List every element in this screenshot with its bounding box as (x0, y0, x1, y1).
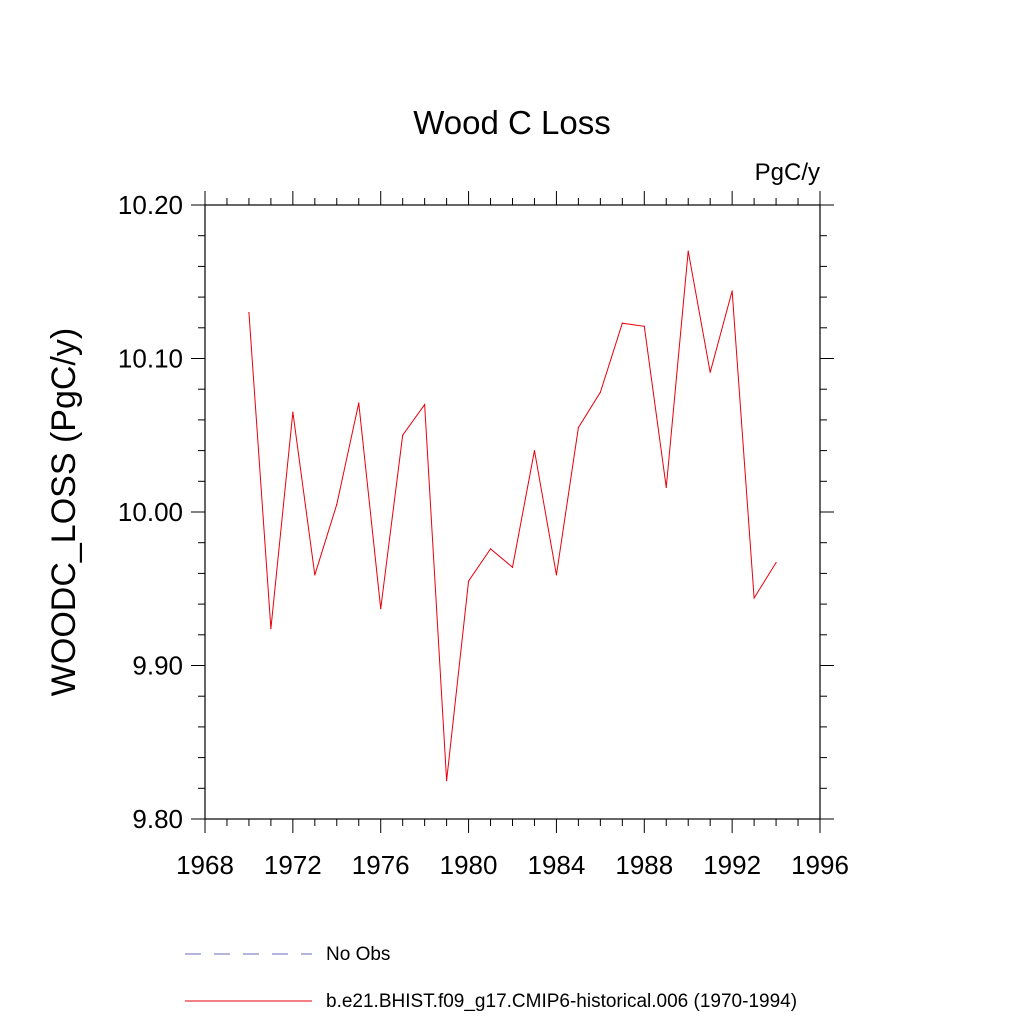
x-tick-label: 1972 (264, 850, 322, 880)
x-axis: 1968 1972 1976 1980 1984 1988 1992 1996 (176, 191, 849, 880)
y-axis: 9.80 9.90 10.00 10.10 10.20 (118, 190, 834, 834)
plot-frame (204, 204, 821, 820)
data-point (511, 566, 514, 568)
data-point (577, 426, 579, 429)
data-point (270, 628, 272, 630)
data-point (599, 391, 601, 393)
data-point (533, 450, 536, 452)
series-points (248, 250, 777, 782)
data-point (709, 371, 711, 373)
data-point (424, 403, 426, 406)
x-tick-label: 1992 (703, 850, 761, 880)
legend-label-model: b.e21.BHIST.f09_g17.CMIP6-historical.006… (326, 991, 797, 1012)
legend-label-no-obs: No Obs (326, 944, 390, 965)
x-tick-label: 1976 (352, 850, 410, 880)
x-tick-label: 1996 (791, 850, 849, 880)
data-point (643, 325, 645, 327)
y-tick-label: 9.90 (132, 651, 183, 681)
data-point (380, 608, 382, 610)
data-point (358, 402, 360, 404)
data-point (402, 434, 404, 436)
data-point (753, 597, 755, 599)
legend: No Obs b.e21.BHIST.f09_g17.CMIP6-histori… (185, 944, 797, 1012)
data-point (248, 311, 250, 314)
data-point (489, 548, 492, 550)
data-point (731, 290, 733, 292)
chart-title: Wood C Loss (413, 104, 610, 141)
y-tick-label: 10.20 (118, 190, 183, 220)
x-tick-label: 1984 (528, 850, 586, 880)
data-point (555, 574, 558, 576)
y-axis-label: WOODC_LOSS (PgC/y) (45, 328, 83, 696)
y-tick-label: 10.00 (118, 497, 183, 527)
y-tick-label: 10.10 (118, 344, 183, 374)
units-label: PgC/y (755, 159, 820, 186)
x-tick-label: 1988 (615, 850, 673, 880)
x-tick-label: 1980 (440, 850, 498, 880)
data-point (467, 580, 470, 582)
series-line (248, 250, 777, 781)
y-tick-label: 9.80 (132, 804, 183, 834)
data-point (775, 562, 777, 564)
data-point (687, 250, 689, 252)
data-point (336, 503, 338, 505)
data-point (314, 574, 316, 576)
data-point (621, 322, 623, 324)
data-point (665, 486, 667, 489)
x-tick-label: 1968 (176, 850, 234, 880)
data-point (292, 411, 294, 413)
data-point (446, 780, 448, 782)
